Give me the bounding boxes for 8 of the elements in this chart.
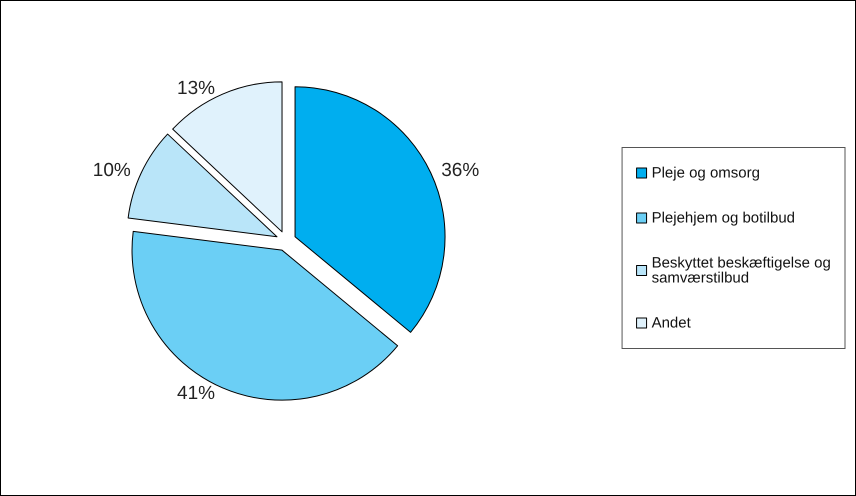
legend-label: Andet xyxy=(652,314,692,332)
legend-label: Plejehjem og botilbud xyxy=(652,210,796,226)
data-label: 36% xyxy=(441,160,480,181)
legend-label: Beskyttet beskæftigelse og samværstilbud xyxy=(652,254,836,286)
legend-label: Pleje og omsorg xyxy=(652,164,760,182)
data-label: 13% xyxy=(177,78,216,100)
data-label: 10% xyxy=(92,160,131,181)
data-label: 41% xyxy=(177,382,216,404)
